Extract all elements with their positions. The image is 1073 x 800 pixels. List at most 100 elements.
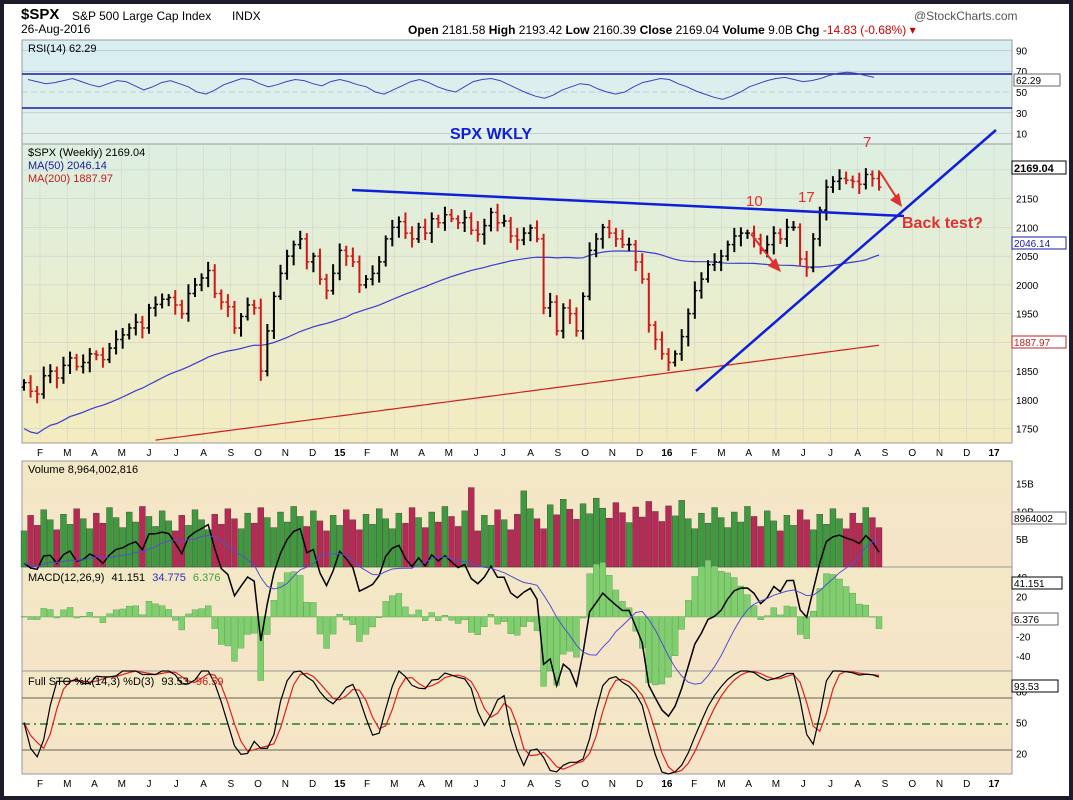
macd-value: 41.151	[111, 572, 145, 584]
volume-bar	[573, 519, 580, 568]
macd-hist-bar	[632, 616, 639, 632]
watermark: @StockCharts.com	[914, 9, 1018, 23]
ma200-value-tag: 1887.97	[1011, 335, 1067, 349]
volume-bar	[579, 503, 587, 568]
low-label: Low	[565, 23, 590, 37]
sto-label-prefix: Full STO %K(14,3) %D(3)	[28, 676, 154, 688]
price-bar	[271, 291, 277, 339]
price-bar	[869, 170, 875, 187]
macd-hist-bar	[422, 616, 429, 621]
macd-hist-bar	[691, 576, 698, 618]
price-bar	[560, 303, 566, 339]
price-tick-label: 2000	[1016, 281, 1039, 292]
volume-bar	[27, 515, 34, 568]
x-tick-label: 16	[661, 779, 673, 790]
price-bar	[804, 250, 810, 277]
price-bar	[606, 219, 612, 239]
chart-date: 26-Aug-2016	[21, 22, 91, 36]
macd-signal-line	[23, 534, 880, 685]
macd-hist-bar	[428, 612, 435, 618]
volume-bar	[402, 522, 409, 568]
macd-hist-bar	[93, 616, 100, 618]
volume-bar	[251, 522, 258, 568]
macd-hist-bar	[474, 616, 481, 635]
price-bar	[383, 235, 389, 267]
macd-hist-bar	[547, 616, 554, 671]
x-tick-label: M	[118, 448, 126, 459]
price-bar	[817, 206, 823, 247]
price-bar	[238, 313, 244, 337]
macd-hist-bar	[231, 616, 238, 662]
macd-hist-bar	[172, 616, 179, 621]
volume-bar	[724, 527, 731, 568]
macd-hist-bar	[198, 608, 205, 618]
price-bar	[620, 229, 625, 249]
price-bar	[133, 313, 139, 336]
macd-hist-bar	[441, 615, 449, 618]
volume-bar	[645, 501, 652, 568]
price-bar	[245, 297, 251, 321]
x-axis-bottom: F M A M J J A S O N D 15 F M A M J J A S O N D 16 F M A M J J A S O N D 17	[37, 779, 1000, 790]
price-bar	[810, 233, 816, 273]
x-tick-label: F	[691, 779, 697, 790]
macd-hist-bar	[185, 613, 192, 618]
chg-value: -14.83 (-0.68%)	[822, 23, 907, 37]
macd-hist-bar	[106, 613, 113, 618]
macd-hist-bar	[718, 571, 725, 618]
x-tick-label: A	[91, 779, 98, 790]
price-bar	[199, 273, 205, 292]
macd-hist-bar	[448, 616, 455, 621]
volume-bar	[632, 506, 639, 568]
price-bar	[60, 356, 66, 384]
macd-hist-bar	[862, 604, 869, 618]
macd-label-prefix: MACD(12,26,9)	[28, 572, 104, 584]
macd-hist-bar	[139, 614, 146, 618]
macd-hist-bar	[369, 616, 376, 628]
macd-hist-bar	[86, 612, 93, 618]
x-tick-label: F	[37, 779, 43, 790]
sto-panel	[21, 670, 1013, 775]
x-tick-label: D	[636, 448, 643, 459]
volume-bar	[796, 509, 804, 568]
volume-bar	[658, 521, 666, 568]
price-bar	[231, 300, 237, 334]
svg-text:2046.14: 2046.14	[1014, 239, 1051, 250]
x-tick-label: N	[282, 448, 289, 459]
price-bar	[172, 290, 178, 315]
x-tick-label: A	[418, 779, 425, 790]
macd-hist-bar	[382, 601, 389, 618]
price-bar	[823, 179, 829, 221]
macd-hist-bar	[579, 616, 587, 619]
volume-bar	[461, 510, 468, 568]
price-bar	[698, 272, 704, 299]
macd-hist-bar	[671, 616, 679, 656]
macd-hist-bar	[816, 588, 823, 618]
macd-hist-bar	[376, 616, 383, 618]
open-value: 2181.58	[442, 23, 486, 37]
volume-bar	[40, 509, 47, 568]
macd-hist-bar	[639, 616, 646, 649]
macd-hist-bar	[218, 616, 225, 645]
macd-hist-bar	[343, 616, 350, 621]
volume-bars	[20, 487, 883, 568]
price-bar	[580, 292, 586, 340]
x-tick-label: D	[309, 779, 316, 790]
macd-hist-bar	[53, 616, 61, 619]
macd-hist-bar	[126, 605, 133, 618]
macd-hist-bar	[211, 616, 218, 629]
rsi-tick-label: 70	[1016, 67, 1028, 78]
price-bar	[291, 240, 297, 266]
volume-bar	[165, 520, 172, 568]
price-bar	[876, 170, 882, 191]
ohlc-readout: Open 2181.58 High 2193.42 Low 2160.39 Cl…	[408, 23, 916, 37]
price-bar	[843, 171, 849, 185]
volume-bar	[764, 510, 771, 568]
svg-text:1887.97: 1887.97	[1014, 338, 1051, 349]
volume-bar	[441, 506, 449, 568]
volume-bar	[836, 518, 843, 568]
volume-bar	[224, 508, 232, 568]
svg-text:41.151: 41.151	[1014, 579, 1045, 590]
annotation-count-17: 17	[798, 189, 815, 206]
macd-hist-bar	[178, 616, 185, 631]
price-bar	[258, 298, 264, 381]
